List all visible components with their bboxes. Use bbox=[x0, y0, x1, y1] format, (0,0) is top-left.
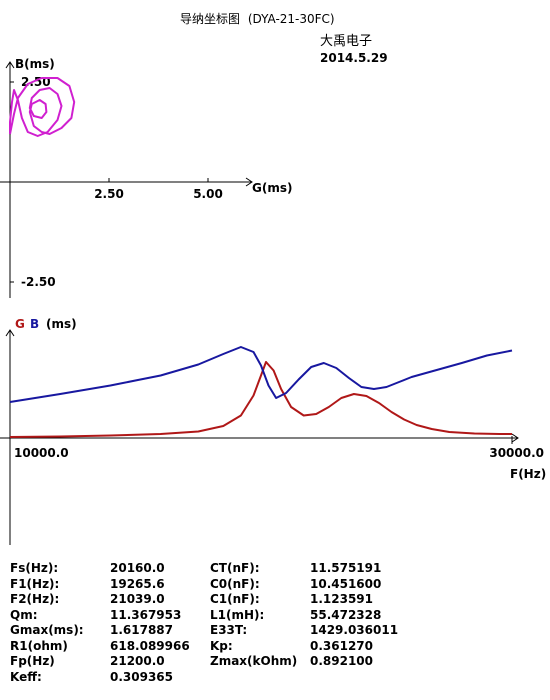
conductance-g-series bbox=[9, 361, 512, 438]
param-value: 10.451600 bbox=[310, 576, 382, 591]
param-label: Kp: bbox=[210, 638, 233, 653]
x-tick-label: 5.00 bbox=[193, 187, 223, 201]
b-axis-arrow bbox=[5, 61, 15, 69]
param-value: 0.892100 bbox=[310, 654, 374, 668]
param-label: Fp(Hz) bbox=[10, 654, 55, 668]
g-axis-arrow bbox=[245, 177, 253, 187]
chart-title-group: 导纳坐标图 (DYA-21-30FC) bbox=[180, 10, 335, 27]
b-axis-label: B(ms) bbox=[15, 57, 55, 71]
chart-title: 导纳坐标图 bbox=[180, 12, 241, 26]
param-value: 55.472328 bbox=[310, 607, 382, 622]
sweep-y-arrow bbox=[5, 329, 15, 337]
susceptance-b-series bbox=[9, 346, 513, 403]
param-label: F1(Hz): bbox=[10, 576, 60, 591]
company-label: 大禹电子 bbox=[320, 34, 373, 49]
date-label: 2014.5.29 bbox=[320, 51, 388, 65]
param-label: Qm: bbox=[10, 607, 38, 622]
param-value: 20160.0 bbox=[110, 561, 165, 575]
param-label: L1(mH): bbox=[210, 607, 265, 622]
legend-unit-label: (ms) bbox=[46, 317, 77, 331]
param-value: 11.575191 bbox=[310, 561, 382, 575]
param-value: 0.309365 bbox=[110, 669, 174, 684]
param-label: C0(nF): bbox=[210, 576, 260, 591]
param-label: Keff: bbox=[10, 669, 42, 684]
param-label: E33T: bbox=[210, 623, 248, 637]
sweep-x-tick-label: 30000.0 bbox=[489, 446, 544, 460]
legend-g-label: G bbox=[15, 317, 25, 331]
param-label: C1(nF): bbox=[210, 592, 260, 606]
y-tick-label: -2.50 bbox=[21, 275, 56, 289]
param-value: 21039.0 bbox=[110, 592, 165, 606]
param-value: 1.617887 bbox=[110, 623, 174, 637]
param-label: CT(nF): bbox=[210, 561, 260, 575]
sweep-x-arrow bbox=[511, 433, 519, 443]
model-label: (DYA-21-30FC) bbox=[247, 12, 335, 26]
param-value: 1429.036011 bbox=[310, 623, 399, 637]
param-value: 21200.0 bbox=[110, 654, 165, 668]
param-label: Fs(Hz): bbox=[10, 561, 59, 575]
g-axis-label: G(ms) bbox=[252, 181, 292, 195]
sweep-x-axis-label: F(Hz) bbox=[510, 467, 546, 481]
param-value: 19265.6 bbox=[110, 576, 165, 591]
param-value: 618.089966 bbox=[110, 638, 190, 653]
legend-b-label: B bbox=[30, 317, 39, 331]
admittance-loop-series bbox=[9, 77, 76, 137]
param-value: 0.361270 bbox=[310, 638, 374, 653]
param-label: Gmax(ms): bbox=[10, 623, 84, 637]
sweep-x-tick-label: 10000.0 bbox=[14, 446, 69, 460]
param-label: F2(Hz): bbox=[10, 592, 60, 606]
param-value: 1.123591 bbox=[310, 592, 374, 606]
param-value: 11.367953 bbox=[110, 607, 182, 622]
x-tick-label: 2.50 bbox=[94, 187, 124, 201]
param-label: Zmax(kOhm) bbox=[210, 654, 298, 668]
param-label: R1(ohm) bbox=[10, 638, 68, 653]
